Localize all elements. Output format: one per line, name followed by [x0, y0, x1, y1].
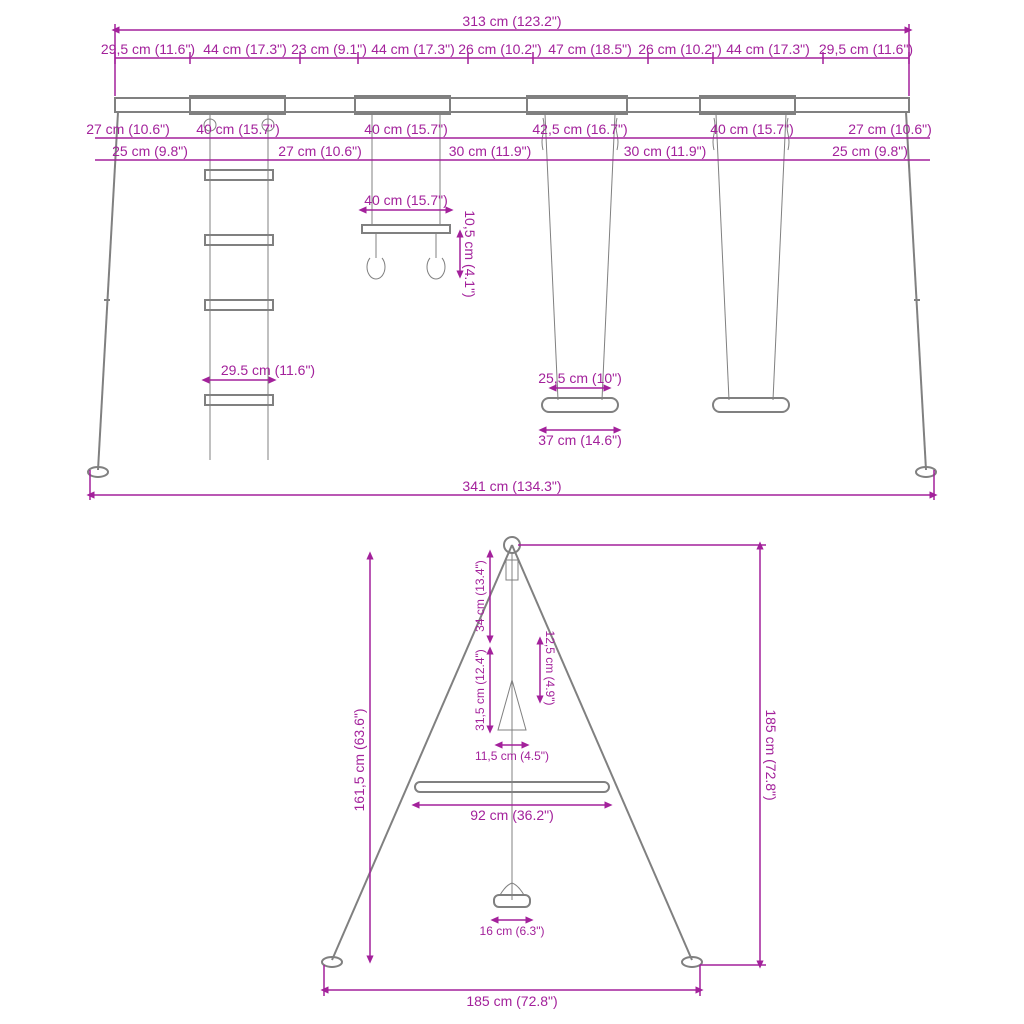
svg-text:47 cm (18.5"): 47 cm (18.5") — [548, 41, 632, 57]
dim-row2-left: 27 cm (10.6") — [86, 121, 170, 137]
svg-text:40 cm (15.7"): 40 cm (15.7") — [710, 121, 794, 137]
svg-text:40 cm (15.7"): 40 cm (15.7") — [364, 121, 448, 137]
dim-swing-outer: 37 cm (14.6") — [538, 432, 622, 448]
front-view: 313 cm (123.2") 29,5 cm (11.6") 44 cm (1… — [86, 13, 936, 500]
dim-side-base: 185 cm (72.8") — [466, 993, 557, 1009]
svg-text:26 cm (10.2"): 26 cm (10.2") — [638, 41, 722, 57]
side-view: 185 cm (72.8") 161,5 cm (63.6") 185 cm (… — [322, 537, 779, 1009]
dim-ring-height: 10,5 cm (4.1") — [462, 210, 478, 297]
dim-trapeze-width: 40 cm (15.7") — [364, 192, 448, 208]
dim-side-height-left: 161,5 cm (63.6") — [351, 708, 367, 811]
svg-text:26 cm (10.2"): 26 cm (10.2") — [458, 41, 542, 57]
dim-triangle-w: 11,5 cm (4.5") — [475, 749, 549, 763]
svg-text:29,5 cm (11.6"): 29,5 cm (11.6") — [101, 41, 195, 57]
svg-text:29,5 cm (11.6"): 29,5 cm (11.6") — [819, 41, 913, 57]
svg-text:25 cm (9.8"): 25 cm (9.8") — [832, 143, 908, 159]
dim-ladder-width: 29.5 cm (11.6") — [221, 362, 315, 378]
svg-text:27 cm (10.6"): 27 cm (10.6") — [278, 143, 362, 159]
svg-text:23 cm (9.1"): 23 cm (9.1") — [291, 41, 367, 57]
dim-swing-inner: 25,5 cm (10") — [538, 370, 622, 386]
dim-row2-right: 27 cm (10.6") — [848, 121, 932, 137]
dim-triangle-h: 31,5 cm (12.4") — [473, 649, 487, 731]
dim-rope-mid: 12,5 cm (4.9") — [543, 631, 557, 706]
dim-top-ring: 34 cm (13.4") — [473, 560, 487, 632]
svg-text:25 cm (9.8"): 25 cm (9.8") — [112, 143, 188, 159]
top-segments: 29,5 cm (11.6") 44 cm (17.3") 23 cm (9.1… — [101, 41, 913, 64]
svg-text:44 cm (17.3"): 44 cm (17.3") — [203, 41, 287, 57]
rope-ladder — [204, 114, 274, 460]
dim-bottom-total: 341 cm (134.3") — [462, 478, 561, 494]
dim-seat-w: 16 cm (6.3") — [480, 924, 545, 938]
swing-2 — [713, 114, 789, 412]
swing-1 — [542, 114, 618, 412]
svg-text:30 cm (11.9"): 30 cm (11.9") — [449, 143, 532, 159]
svg-text:44 cm (17.3"): 44 cm (17.3") — [371, 41, 455, 57]
dimensioned-drawing: 313 cm (123.2") 29,5 cm (11.6") 44 cm (1… — [0, 0, 1024, 1024]
dim-front-top-total: 313 cm (123.2") — [462, 13, 561, 29]
dim-side-height-right: 185 cm (72.8") — [763, 709, 779, 800]
svg-text:30 cm (11.9"): 30 cm (11.9") — [624, 143, 707, 159]
svg-text:40 cm (15.7"): 40 cm (15.7") — [196, 121, 280, 137]
dim-crossbar: 92 cm (36.2") — [470, 807, 554, 823]
svg-text:42,5 cm (16.7"): 42,5 cm (16.7") — [532, 121, 627, 137]
svg-text:44 cm (17.3"): 44 cm (17.3") — [726, 41, 810, 57]
